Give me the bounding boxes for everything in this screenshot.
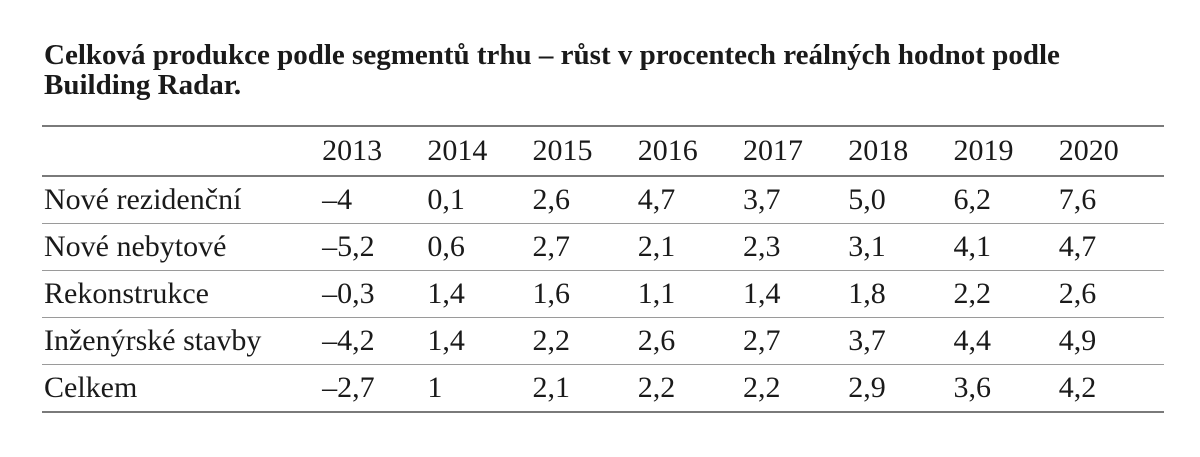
table-cell: 4,7 bbox=[1058, 223, 1164, 271]
table-cell: 1 bbox=[427, 364, 533, 413]
table-cell: 3,6 bbox=[953, 364, 1059, 413]
table-cell: –4 bbox=[322, 176, 428, 224]
table-cell: 2,6 bbox=[637, 317, 744, 365]
year-header: 2016 bbox=[637, 126, 744, 177]
table-row: Inženýrské stavby –4,2 1,4 2,2 2,6 2,7 3… bbox=[42, 317, 1164, 365]
row-label: Rekonstrukce bbox=[42, 270, 323, 318]
row-label: Inženýrské stavby bbox=[42, 317, 323, 365]
table-cell: 3,7 bbox=[743, 176, 849, 224]
table-cell: 1,8 bbox=[848, 270, 954, 318]
row-label: Celkem bbox=[42, 364, 323, 413]
table-cell: 1,4 bbox=[427, 270, 533, 318]
table-cell: 2,2 bbox=[953, 270, 1059, 318]
table-cell: 4,7 bbox=[637, 176, 744, 224]
table-cell: 4,4 bbox=[953, 317, 1059, 365]
row-label: Nové rezidenční bbox=[42, 176, 323, 224]
table-cell: 1,4 bbox=[743, 270, 849, 318]
table-cell: 2,6 bbox=[1058, 270, 1164, 318]
table-cell: 2,1 bbox=[637, 223, 744, 271]
table-row: Nové nebytové –5,2 0,6 2,7 2,1 2,3 3,1 4… bbox=[42, 223, 1164, 271]
header-corner bbox=[42, 126, 323, 177]
table-cell: 2,6 bbox=[532, 176, 638, 224]
table-cell: 5,0 bbox=[848, 176, 954, 224]
table-cell: 2,9 bbox=[848, 364, 954, 413]
year-header: 2018 bbox=[848, 126, 954, 177]
table-row: Celkem –2,7 1 2,1 2,2 2,2 2,9 3,6 4,2 bbox=[42, 364, 1164, 413]
table-cell: –5,2 bbox=[322, 223, 428, 271]
table-cell: 0,6 bbox=[427, 223, 533, 271]
row-label: Nové nebytové bbox=[42, 223, 323, 271]
table-cell: 7,6 bbox=[1058, 176, 1164, 224]
table-cell: –4,2 bbox=[322, 317, 428, 365]
table-cell: 2,1 bbox=[532, 364, 638, 413]
table-cell: 3,1 bbox=[848, 223, 954, 271]
header-row: 2013 2014 2015 2016 2017 2018 2019 2020 bbox=[42, 126, 1164, 177]
year-header: 2013 bbox=[322, 126, 428, 177]
table-cell: 2,7 bbox=[743, 317, 849, 365]
table-cell: –2,7 bbox=[322, 364, 428, 413]
table-cell: 4,2 bbox=[1058, 364, 1164, 413]
table-cell: 3,7 bbox=[848, 317, 954, 365]
table-cell: 2,2 bbox=[743, 364, 849, 413]
year-header: 2015 bbox=[532, 126, 638, 177]
table-cell: 2,7 bbox=[532, 223, 638, 271]
year-header: 2020 bbox=[1058, 126, 1164, 177]
table-row: Nové rezidenční –4 0,1 2,6 4,7 3,7 5,0 6… bbox=[42, 176, 1164, 224]
table-cell: 1,1 bbox=[637, 270, 744, 318]
table-cell: 2,2 bbox=[532, 317, 638, 365]
table-title: Celková produkce podle segmentů trhu – r… bbox=[44, 39, 1060, 101]
year-header: 2019 bbox=[953, 126, 1059, 177]
year-header: 2017 bbox=[743, 126, 849, 177]
table-cell: 1,4 bbox=[427, 317, 533, 365]
table-cell: 2,2 bbox=[637, 364, 744, 413]
growth-table: 2013 2014 2015 2016 2017 2018 2019 2020 … bbox=[42, 125, 1164, 413]
table-cell: 2,3 bbox=[743, 223, 849, 271]
table-row: Rekonstrukce –0,3 1,4 1,6 1,1 1,4 1,8 2,… bbox=[42, 270, 1164, 318]
table-cell: 4,1 bbox=[953, 223, 1059, 271]
table-cell: 0,1 bbox=[427, 176, 533, 224]
table-cell: 4,9 bbox=[1058, 317, 1164, 365]
year-header: 2014 bbox=[427, 126, 533, 177]
table-cell: –0,3 bbox=[322, 270, 428, 318]
table-cell: 6,2 bbox=[953, 176, 1059, 224]
table-cell: 1,6 bbox=[532, 270, 638, 318]
